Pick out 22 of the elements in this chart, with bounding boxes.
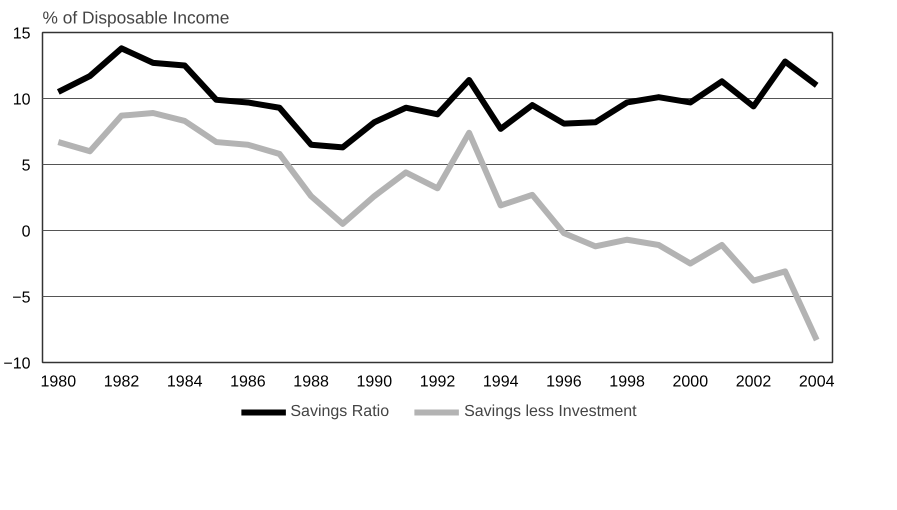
y-tick-label: 10 <box>12 92 31 108</box>
x-tick-label: 1986 <box>230 374 266 390</box>
x-tick-label: 1998 <box>609 374 645 390</box>
x-tick-label: 2000 <box>672 374 708 390</box>
legend-label: Savings less Investment <box>464 402 637 420</box>
x-tick-label: 1996 <box>546 374 582 390</box>
y-tick-label: −10 <box>3 356 31 372</box>
x-tick-label: 1992 <box>420 374 456 390</box>
x-tick-label: 1994 <box>482 374 519 390</box>
x-tick-label: 1982 <box>104 374 140 390</box>
x-tick-label: 2004 <box>798 374 835 390</box>
x-tick-label: 1988 <box>293 374 329 390</box>
y-tick-label: 0 <box>22 224 31 240</box>
y-tick-label: −5 <box>12 290 31 306</box>
y-tick-label: 15 <box>12 26 31 42</box>
y-axis-title: % of Disposable Income <box>42 8 230 28</box>
x-tick-label: 1990 <box>356 374 392 390</box>
x-tick-label: 2002 <box>736 374 772 390</box>
legend-label: Savings Ratio <box>290 402 390 420</box>
x-tick-label: 1984 <box>166 374 203 390</box>
x-tick-label: 1980 <box>40 374 76 390</box>
y-tick-label: 5 <box>22 158 31 174</box>
